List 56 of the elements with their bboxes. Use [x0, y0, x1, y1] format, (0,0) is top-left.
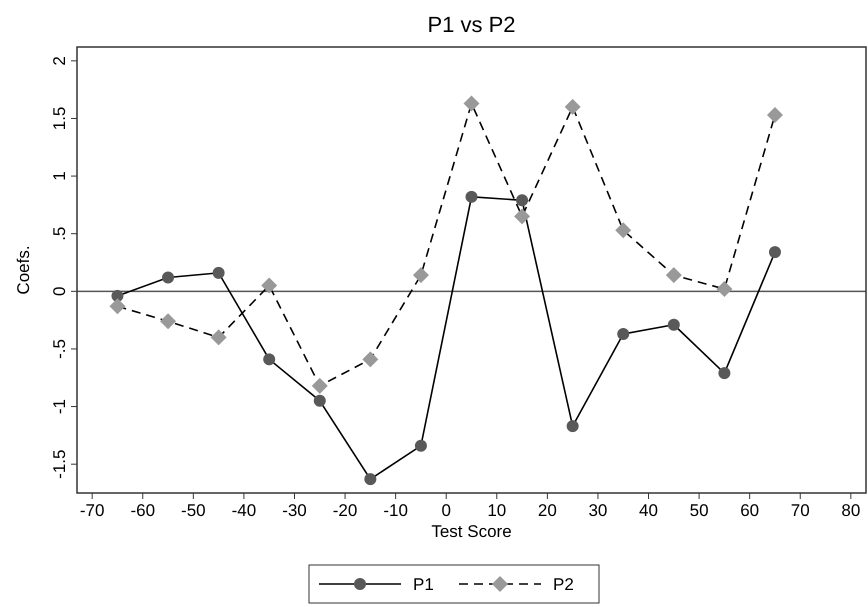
point	[312, 378, 328, 394]
x-tick-label: -10	[383, 501, 408, 520]
x-tick-label: 80	[841, 501, 860, 520]
point	[212, 266, 225, 279]
x-tick-label: -70	[80, 501, 104, 520]
point	[364, 473, 376, 486]
legend-label: P1	[413, 575, 434, 594]
point	[466, 190, 478, 203]
x-tick-label: 50	[690, 501, 709, 520]
point	[666, 267, 682, 284]
point	[716, 281, 732, 298]
x-tick-label: 20	[538, 501, 557, 520]
x-tick-label: 0	[441, 501, 451, 520]
y-tick-label: -1	[50, 399, 69, 414]
point	[566, 420, 579, 432]
y-axis-title: Coefs.	[14, 245, 33, 295]
point	[414, 440, 427, 452]
point	[516, 194, 528, 206]
y-tick-label: 1.5	[50, 106, 69, 130]
point	[464, 95, 480, 112]
point	[362, 351, 378, 368]
point	[668, 318, 680, 331]
point	[162, 271, 174, 284]
point	[263, 353, 276, 366]
x-tick-label: 30	[588, 501, 608, 520]
point	[514, 208, 530, 224]
y-tick-label: 0	[50, 286, 69, 296]
point	[564, 98, 581, 115]
y-tick-label: .5	[50, 226, 69, 241]
x-tick-label: -20	[332, 501, 358, 520]
x-tick-label: 40	[639, 501, 658, 520]
x-axis-title: Test Score	[431, 522, 512, 541]
point	[768, 246, 781, 258]
legend-label: P2	[553, 575, 574, 594]
point	[766, 106, 783, 123]
x-tick-label: 70	[790, 501, 810, 520]
point	[261, 278, 278, 294]
point	[109, 298, 126, 314]
y-tick-label: 1	[50, 171, 69, 181]
y-tick-label: -1.5	[50, 450, 69, 479]
x-tick-label: -60	[130, 501, 156, 520]
point	[615, 222, 632, 238]
point	[314, 394, 326, 407]
x-tick-label: -30	[282, 501, 307, 520]
x-tick-label: 10	[487, 501, 506, 520]
chart-title: P1 vs P2	[427, 12, 516, 37]
y-tick-label: 2	[50, 56, 69, 66]
x-tick-label: 60	[740, 501, 760, 520]
point	[617, 328, 630, 340]
x-tick-label: -40	[232, 501, 256, 520]
point	[718, 367, 730, 380]
point	[412, 267, 429, 284]
point	[210, 329, 227, 346]
x-tick-label: -50	[181, 501, 206, 520]
point	[160, 313, 176, 330]
y-tick-label: -.5	[50, 339, 69, 359]
